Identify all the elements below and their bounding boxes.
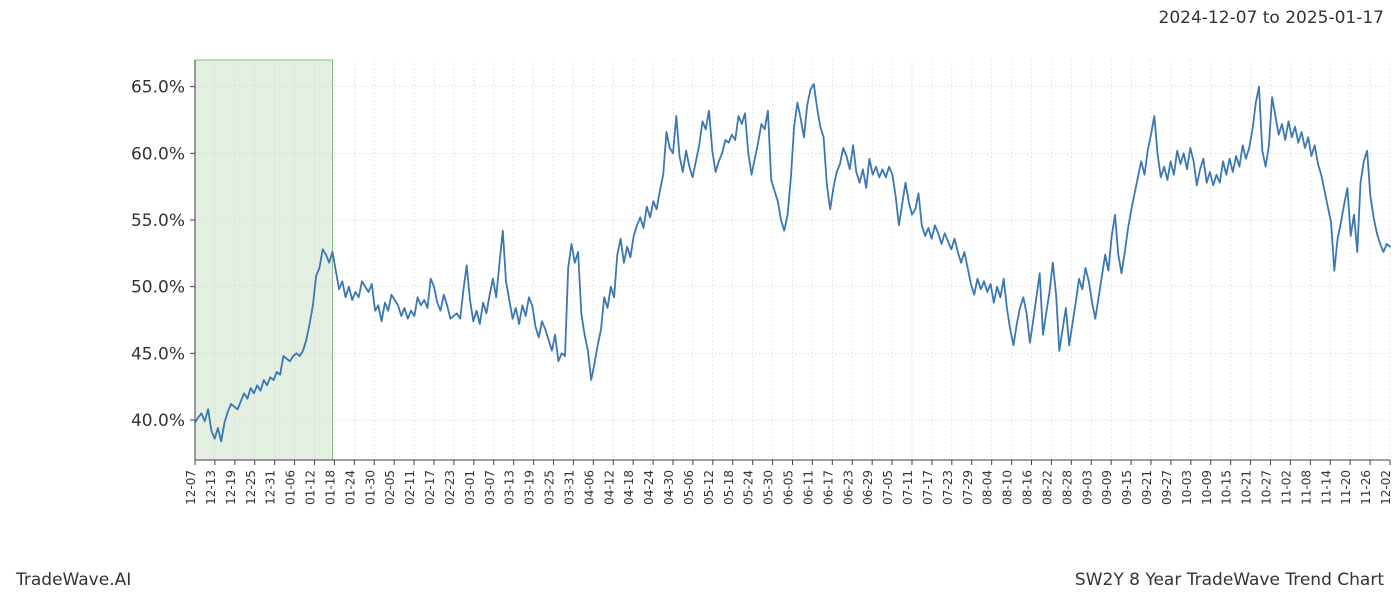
y-tick-label: 60.0% — [131, 144, 185, 164]
x-tick-label: 08-28 — [1060, 470, 1074, 505]
x-tick-label: 04-24 — [642, 470, 656, 505]
x-tick-label: 06-17 — [821, 470, 835, 505]
brand-label: TradeWave.AI — [16, 570, 131, 590]
x-tick-label: 05-18 — [722, 470, 736, 505]
x-tick-label: 04-30 — [662, 470, 676, 505]
x-tick-label: 10-27 — [1260, 470, 1274, 505]
x-tick-label: 10-15 — [1220, 470, 1234, 505]
x-tick-label: 10-09 — [1200, 470, 1214, 505]
x-tick-label: 03-31 — [562, 470, 576, 505]
x-tick-label: 04-06 — [582, 470, 596, 505]
x-tick-label: 05-30 — [762, 470, 776, 505]
x-tick-label: 08-22 — [1040, 470, 1054, 505]
x-tick-label: 11-14 — [1319, 470, 1333, 505]
x-tick-label: 08-04 — [981, 470, 995, 505]
x-tick-label: 09-21 — [1140, 470, 1154, 505]
trend-chart: 40.0% 45.0% 50.0% 55.0% 60.0% 65.0% 12-07 12-13… — [0, 0, 1400, 600]
x-tick-label: 02-17 — [423, 470, 437, 505]
x-tick-label: 10-21 — [1240, 470, 1254, 505]
x-tick-label: 08-16 — [1021, 470, 1035, 505]
chart-title: SW2Y 8 Year TradeWave Trend Chart — [1075, 570, 1384, 590]
x-tick-label: 12-13 — [204, 470, 218, 505]
x-tick-label: 07-11 — [901, 470, 915, 505]
x-tick-label: 05-24 — [742, 470, 756, 505]
x-tick-label: 02-05 — [383, 470, 397, 505]
x-tick-label: 03-19 — [523, 470, 537, 505]
y-tick-label: 65.0% — [131, 78, 185, 98]
x-tick-label: 04-18 — [622, 470, 636, 505]
x-tick-label: 11-26 — [1359, 470, 1373, 505]
x-tick-label: 11-08 — [1299, 470, 1313, 505]
x-tick-label: 01-18 — [323, 470, 337, 505]
x-tick-label: 01-12 — [304, 470, 318, 505]
x-tick-label: 11-02 — [1279, 470, 1293, 505]
x-tick-label: 01-30 — [363, 470, 377, 505]
x-tick-label: 03-13 — [503, 470, 517, 505]
x-tick-label: 12-19 — [224, 470, 238, 505]
x-tick-label: 07-05 — [881, 470, 895, 505]
x-tick-label: 12-07 — [184, 470, 198, 505]
x-tick-label: 07-23 — [941, 470, 955, 505]
y-tick-label: 50.0% — [131, 278, 185, 298]
x-tick-label: 03-01 — [463, 470, 477, 505]
x-tick-label: 12-25 — [244, 470, 258, 505]
x-tick-label: 03-07 — [483, 470, 497, 505]
y-tick-label: 40.0% — [131, 411, 185, 431]
x-tick-label: 06-05 — [782, 470, 796, 505]
x-tick-label: 08-10 — [1001, 470, 1015, 505]
x-tick-label: 09-15 — [1120, 470, 1134, 505]
y-tick-label: 45.0% — [131, 344, 185, 364]
x-tick-label: 05-06 — [682, 470, 696, 505]
x-tick-label: 09-03 — [1080, 470, 1094, 505]
x-tick-label: 12-31 — [264, 470, 278, 505]
x-tick-label: 03-25 — [543, 470, 557, 505]
x-tick-label: 10-03 — [1180, 470, 1194, 505]
x-tick-label: 09-27 — [1160, 470, 1174, 505]
x-tick-label: 01-24 — [343, 470, 357, 505]
x-tick-label: 09-09 — [1100, 470, 1114, 505]
x-tick-label: 01-06 — [284, 470, 298, 505]
x-tick-label: 12-02 — [1379, 470, 1393, 505]
x-tick-label: 07-29 — [961, 470, 975, 505]
x-tick-label: 07-17 — [921, 470, 935, 505]
x-tick-label: 04-12 — [602, 470, 616, 505]
x-tick-label: 06-29 — [861, 470, 875, 505]
x-tick-label: 02-11 — [403, 470, 417, 505]
x-tick-label: 06-11 — [801, 470, 815, 505]
date-range-label: 2024-12-07 to 2025-01-17 — [1159, 8, 1384, 28]
x-tick-label: 02-23 — [443, 470, 457, 505]
x-tick-label: 11-20 — [1339, 470, 1353, 505]
y-tick-label: 55.0% — [131, 211, 185, 231]
x-tick-label: 05-12 — [702, 470, 716, 505]
x-tick-label: 06-23 — [841, 470, 855, 505]
